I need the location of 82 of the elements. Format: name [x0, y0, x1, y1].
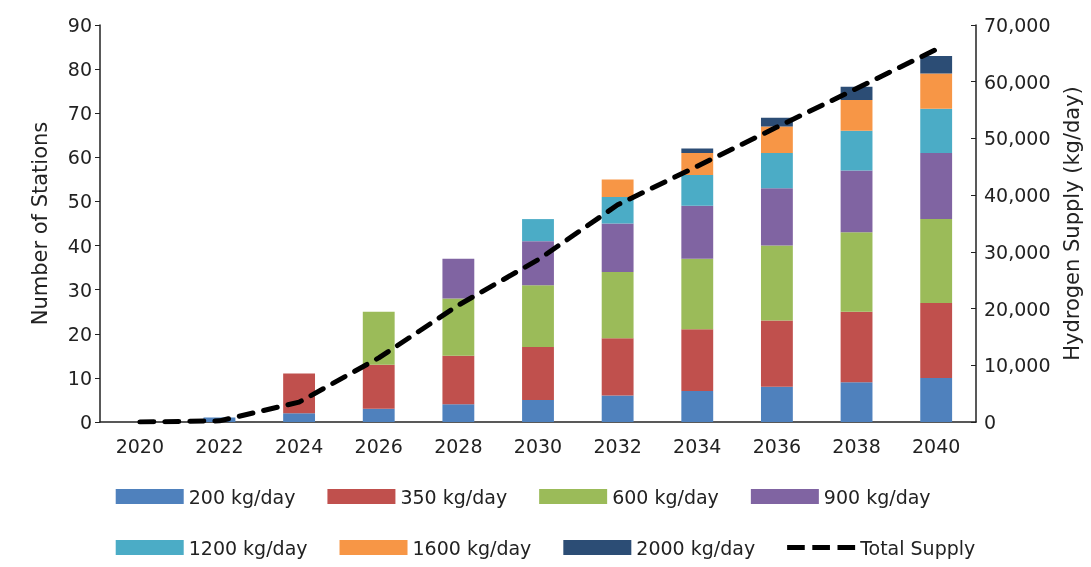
- x-tick-label: 2032: [593, 434, 642, 457]
- y2-axis-title: Hydrogen Supply (kg/day): [1059, 86, 1084, 361]
- legend-label: 900 kg/day: [823, 485, 931, 508]
- bar: [681, 329, 714, 392]
- bar: [442, 298, 475, 356]
- y2-tick-label: 20,000: [984, 297, 1051, 320]
- bar: [840, 170, 873, 233]
- bar: [840, 99, 873, 131]
- y-tick-label: 50: [67, 190, 92, 213]
- x-tick-label: 2026: [354, 434, 403, 457]
- y-tick-label: 60: [67, 146, 92, 169]
- bar: [442, 258, 475, 299]
- bar: [920, 108, 953, 153]
- bar: [522, 285, 554, 348]
- bar: [601, 179, 634, 198]
- legend-label: 350 kg/day: [400, 485, 508, 508]
- bar: [840, 382, 873, 422]
- bar: [681, 205, 714, 259]
- legend-label: 200 kg/day: [188, 485, 296, 508]
- bar: [920, 55, 953, 74]
- bar: [522, 347, 554, 400]
- bar: [362, 408, 395, 422]
- x-tick-label: 2038: [832, 434, 881, 457]
- legend-label: Total Supply: [859, 536, 976, 559]
- y2-tick-label: 60,000: [984, 70, 1051, 93]
- y2-tick-label: 0: [984, 411, 997, 433]
- bar: [920, 73, 953, 109]
- y-axis-title: Number of Stations: [27, 121, 52, 326]
- bar: [681, 258, 714, 330]
- y2-tick-label: 40,000: [984, 184, 1051, 207]
- bar: [760, 320, 793, 387]
- bar: [681, 148, 714, 153]
- bar: [760, 245, 793, 321]
- x-tick-label: 2030: [513, 434, 563, 457]
- bar: [760, 188, 793, 246]
- y-tick-label: 10: [67, 366, 92, 389]
- bar: [920, 219, 953, 303]
- bar: [681, 174, 714, 206]
- y-tick-label: 0: [79, 411, 92, 433]
- x-tick-label: 2036: [752, 434, 802, 457]
- y2-tick-label: 10,000: [984, 354, 1051, 377]
- bar: [442, 404, 475, 422]
- bar: [920, 302, 953, 378]
- bar: [601, 272, 634, 339]
- bar: [522, 399, 554, 422]
- bar: [760, 126, 793, 153]
- bar: [840, 232, 873, 312]
- x-tick-label: 2040: [912, 434, 961, 457]
- bar: [681, 391, 714, 422]
- y-tick-label: 80: [67, 58, 92, 81]
- bar: [920, 377, 953, 422]
- bar: [362, 364, 395, 409]
- y-tick-label: 40: [67, 234, 92, 257]
- bar: [601, 395, 634, 422]
- bar: [522, 219, 554, 242]
- y2-tick-label: 50,000: [984, 127, 1051, 150]
- x-tick-label: 2034: [673, 434, 722, 457]
- bar: [442, 355, 475, 405]
- bar: [283, 373, 316, 414]
- y-tick-label: 90: [67, 14, 92, 36]
- bar: [840, 130, 873, 171]
- legend-label: 1600 kg/day: [412, 536, 532, 559]
- bar: [760, 152, 793, 189]
- x-tick-label: 2024: [274, 434, 324, 457]
- legend-label: 2000 kg/day: [636, 536, 756, 559]
- y2-tick-label: 70,000: [984, 14, 1051, 36]
- bar: [601, 338, 634, 396]
- x-tick-label: 2020: [115, 434, 164, 457]
- bar: [760, 386, 793, 422]
- x-tick-label: 2022: [195, 434, 244, 457]
- legend-label: 1200 kg/day: [188, 536, 308, 559]
- y2-tick-label: 30,000: [984, 240, 1051, 263]
- bar: [362, 311, 395, 365]
- bar: [283, 413, 316, 422]
- legend-label: 600 kg/day: [612, 485, 719, 508]
- bar: [920, 152, 953, 220]
- y-tick-label: 30: [67, 278, 92, 301]
- bar: [601, 223, 634, 273]
- x-tick-label: 2028: [434, 434, 483, 457]
- y-tick-label: 70: [67, 102, 92, 125]
- bar: [840, 311, 873, 383]
- y-tick-label: 20: [67, 322, 92, 345]
